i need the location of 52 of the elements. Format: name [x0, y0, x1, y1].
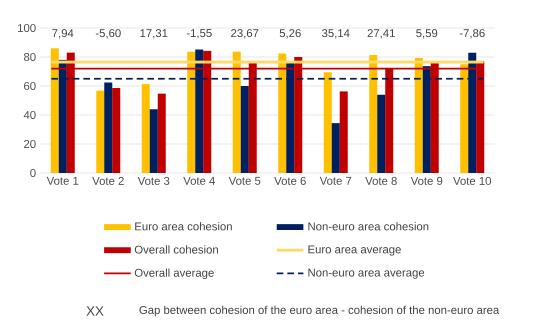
x-tick-label: Vote 6 [274, 176, 306, 185]
annotation: 17,31 [140, 29, 168, 38]
y-tick-label: 40 [24, 110, 36, 119]
bar [158, 94, 166, 173]
bar [377, 94, 386, 173]
bar [232, 52, 241, 173]
x-tick-label: Vote 1 [46, 176, 78, 185]
legend-label: Euro area cohesion [135, 222, 232, 230]
bar [96, 90, 104, 173]
annotation: 27,41 [368, 29, 395, 38]
annotation: 23,67 [231, 29, 258, 38]
y-tick-label: 80 [24, 52, 36, 61]
x-tick-label: Vote 7 [320, 176, 352, 185]
legend-label: Non-euro area average [308, 268, 424, 279]
bar [460, 64, 468, 173]
bar [414, 58, 423, 173]
bar [240, 86, 249, 173]
y-tick-label: 60 [24, 82, 36, 90]
legend-label: Non-euro area cohesion [308, 222, 428, 230]
y-tick-label: 0 [30, 168, 36, 177]
x-tick-label: Vote 4 [183, 176, 215, 185]
y-tick-label: 20 [24, 140, 36, 148]
bar [104, 82, 112, 173]
annotation: 7,94 [52, 29, 74, 38]
annotation: -5,60 [96, 29, 121, 38]
x-tick-label: Vote 3 [138, 176, 170, 185]
annotation: 5,59 [416, 29, 438, 38]
bar [112, 88, 120, 173]
legend-label: Euro area average [308, 245, 401, 256]
annotation: -1,55 [186, 29, 212, 38]
bar [150, 109, 158, 173]
x-tick-label: Vote 8 [365, 176, 397, 185]
x-tick-label: Vote 10 [453, 176, 492, 185]
bar [340, 91, 348, 173]
bar [187, 52, 196, 173]
x-tick-label: Vote 9 [410, 176, 442, 185]
bar [142, 84, 150, 173]
annotation: 5,26 [280, 29, 301, 38]
bar [50, 48, 59, 173]
y-tick-label: 100 [18, 24, 36, 32]
legend-label: Overall cohesion [134, 245, 218, 254]
bar [369, 54, 378, 173]
annotation: 35,14 [322, 29, 350, 38]
x-tick-label: Vote 2 [92, 176, 124, 185]
x-tick-label: Vote 5 [228, 176, 260, 185]
text: XX [86, 306, 104, 316]
text: Gap between cohesion of the euro area - cohesion of the non-euro area [139, 306, 500, 316]
bar [332, 123, 340, 173]
legend-label: Overall average [134, 268, 214, 280]
bar [278, 54, 286, 173]
annotation: -7,86 [460, 29, 485, 38]
bar [324, 72, 332, 173]
